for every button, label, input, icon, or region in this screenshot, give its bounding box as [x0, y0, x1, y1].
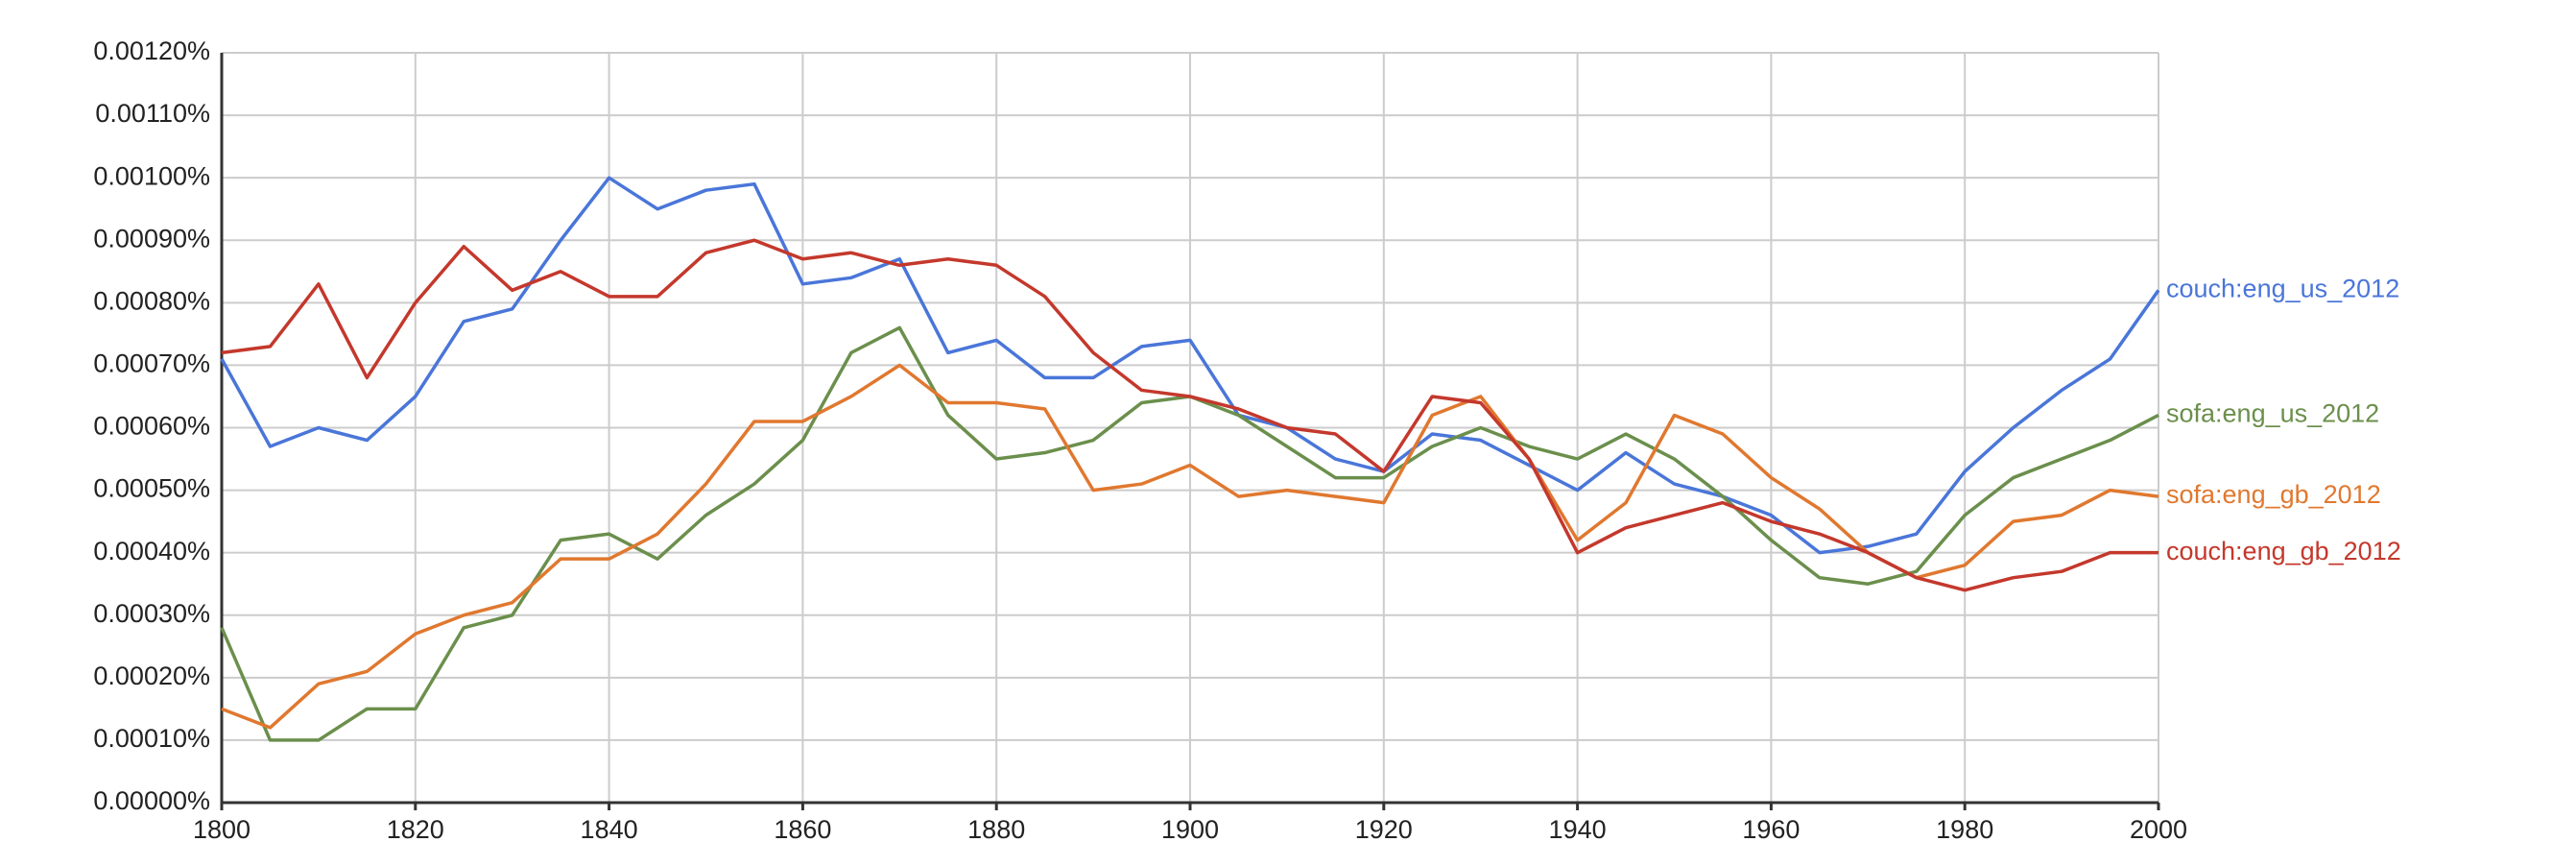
series-label: couch:eng_gb_2012	[2166, 537, 2401, 565]
y-tick-label: 0.00000%	[93, 786, 210, 815]
x-tick-label: 1900	[1161, 815, 1219, 844]
y-tick-label: 0.00020%	[93, 662, 210, 690]
series-label: sofa:eng_us_2012	[2166, 399, 2379, 428]
x-tick-label: 1920	[1355, 815, 1413, 844]
x-tick-label: 1960	[1742, 815, 1800, 844]
y-tick-label: 0.00100%	[93, 161, 210, 190]
x-tick-label: 1840	[581, 815, 638, 844]
x-tick-label: 1820	[387, 815, 444, 844]
y-tick-label: 0.00120%	[93, 36, 210, 65]
series-line	[221, 363, 2159, 730]
series-line	[220, 176, 2160, 555]
series-line	[221, 238, 2159, 592]
x-tick-label: 1880	[967, 815, 1025, 844]
y-tick-label: 0.00110%	[95, 99, 210, 128]
x-tick-label: 1860	[774, 815, 831, 844]
y-tick-label: 0.00050%	[93, 474, 210, 503]
y-tick-label: 0.00040%	[93, 537, 210, 565]
y-tick-label: 0.00060%	[93, 412, 210, 441]
x-tick-label: 1940	[1549, 815, 1607, 844]
x-tick-label: 1980	[1936, 815, 1993, 844]
series-label: couch:eng_us_2012	[2166, 274, 2399, 302]
x-tick-label: 2000	[2130, 815, 2187, 844]
y-tick-label: 0.00080%	[93, 286, 210, 315]
y-tick-label: 0.00070%	[93, 349, 210, 378]
y-tick-label: 0.00090%	[93, 224, 210, 253]
x-tick-label: 1800	[193, 815, 250, 844]
y-tick-label: 0.00010%	[93, 724, 210, 753]
series-label: sofa:eng_gb_2012	[2166, 480, 2381, 509]
y-tick-label: 0.00030%	[93, 599, 210, 628]
